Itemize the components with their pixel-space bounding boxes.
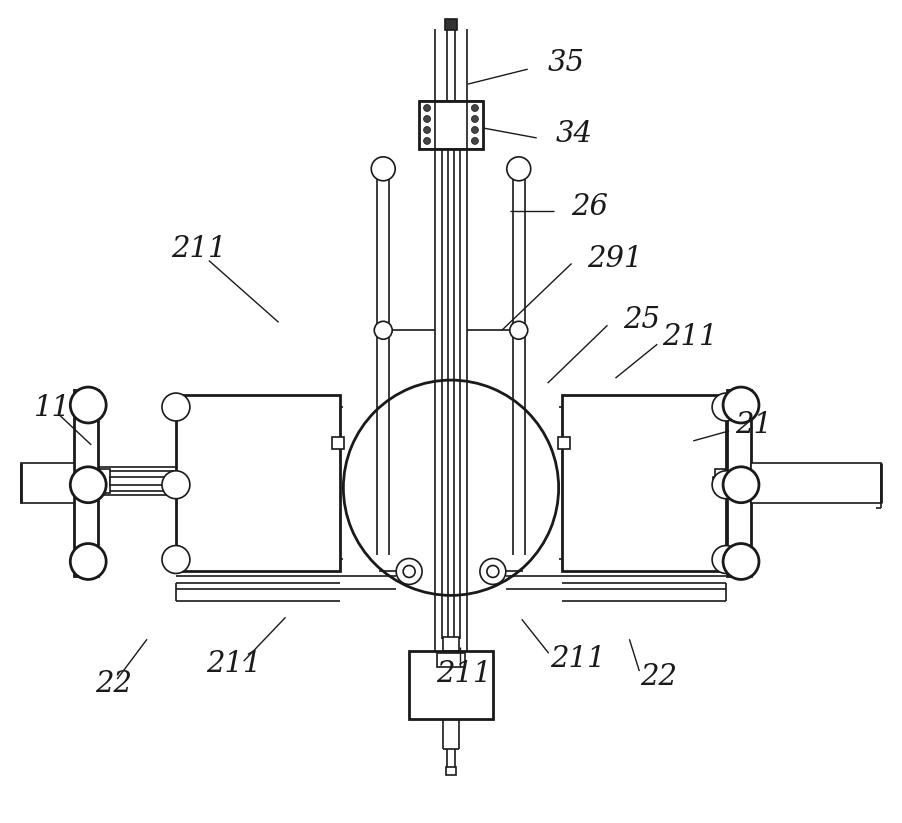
Text: 211: 211	[206, 650, 262, 678]
Text: 11: 11	[34, 394, 71, 422]
Circle shape	[723, 467, 759, 503]
Bar	[110, 477, 169, 485]
Circle shape	[472, 115, 478, 123]
Bar	[100, 469, 110, 493]
Bar	[713, 477, 731, 485]
Circle shape	[712, 546, 740, 574]
Circle shape	[396, 559, 422, 584]
Text: 34: 34	[556, 120, 593, 148]
Circle shape	[723, 387, 759, 423]
Bar	[176, 395, 340, 571]
Circle shape	[162, 393, 190, 421]
Bar	[562, 395, 726, 571]
Circle shape	[480, 559, 506, 584]
Circle shape	[372, 157, 395, 181]
Text: 211: 211	[662, 323, 718, 351]
Circle shape	[424, 137, 430, 144]
Bar	[333, 437, 345, 449]
Circle shape	[424, 127, 430, 133]
Circle shape	[487, 565, 499, 578]
Circle shape	[712, 471, 740, 499]
Bar	[437, 653, 465, 667]
Bar	[727, 390, 751, 576]
Bar	[715, 469, 725, 493]
Bar	[22, 463, 74, 503]
Circle shape	[723, 543, 759, 579]
Circle shape	[510, 321, 528, 339]
Circle shape	[403, 565, 415, 578]
Text: 26: 26	[572, 193, 609, 221]
Circle shape	[472, 137, 478, 144]
Circle shape	[374, 321, 392, 339]
Bar	[751, 463, 880, 503]
Circle shape	[712, 393, 740, 421]
Circle shape	[70, 387, 106, 423]
Text: 35: 35	[548, 49, 584, 77]
Text: 25: 25	[623, 306, 660, 334]
Bar	[445, 19, 457, 30]
Text: 21: 21	[735, 411, 772, 439]
Circle shape	[472, 127, 478, 133]
Bar	[419, 101, 483, 149]
Circle shape	[507, 157, 530, 181]
Text: 22: 22	[96, 670, 133, 698]
Text: 211: 211	[549, 645, 605, 673]
Circle shape	[162, 546, 190, 574]
Bar	[557, 437, 569, 449]
Circle shape	[424, 115, 430, 123]
Text: 211: 211	[171, 235, 226, 263]
Bar	[443, 637, 459, 651]
Text: 211: 211	[436, 660, 492, 688]
Circle shape	[424, 105, 430, 111]
Text: 291: 291	[587, 244, 643, 272]
Circle shape	[70, 543, 106, 579]
Circle shape	[162, 471, 190, 499]
Bar	[74, 390, 98, 576]
Bar	[410, 651, 492, 719]
Text: 22: 22	[640, 663, 677, 691]
Circle shape	[472, 105, 478, 111]
Bar	[446, 767, 456, 774]
Circle shape	[70, 467, 106, 503]
